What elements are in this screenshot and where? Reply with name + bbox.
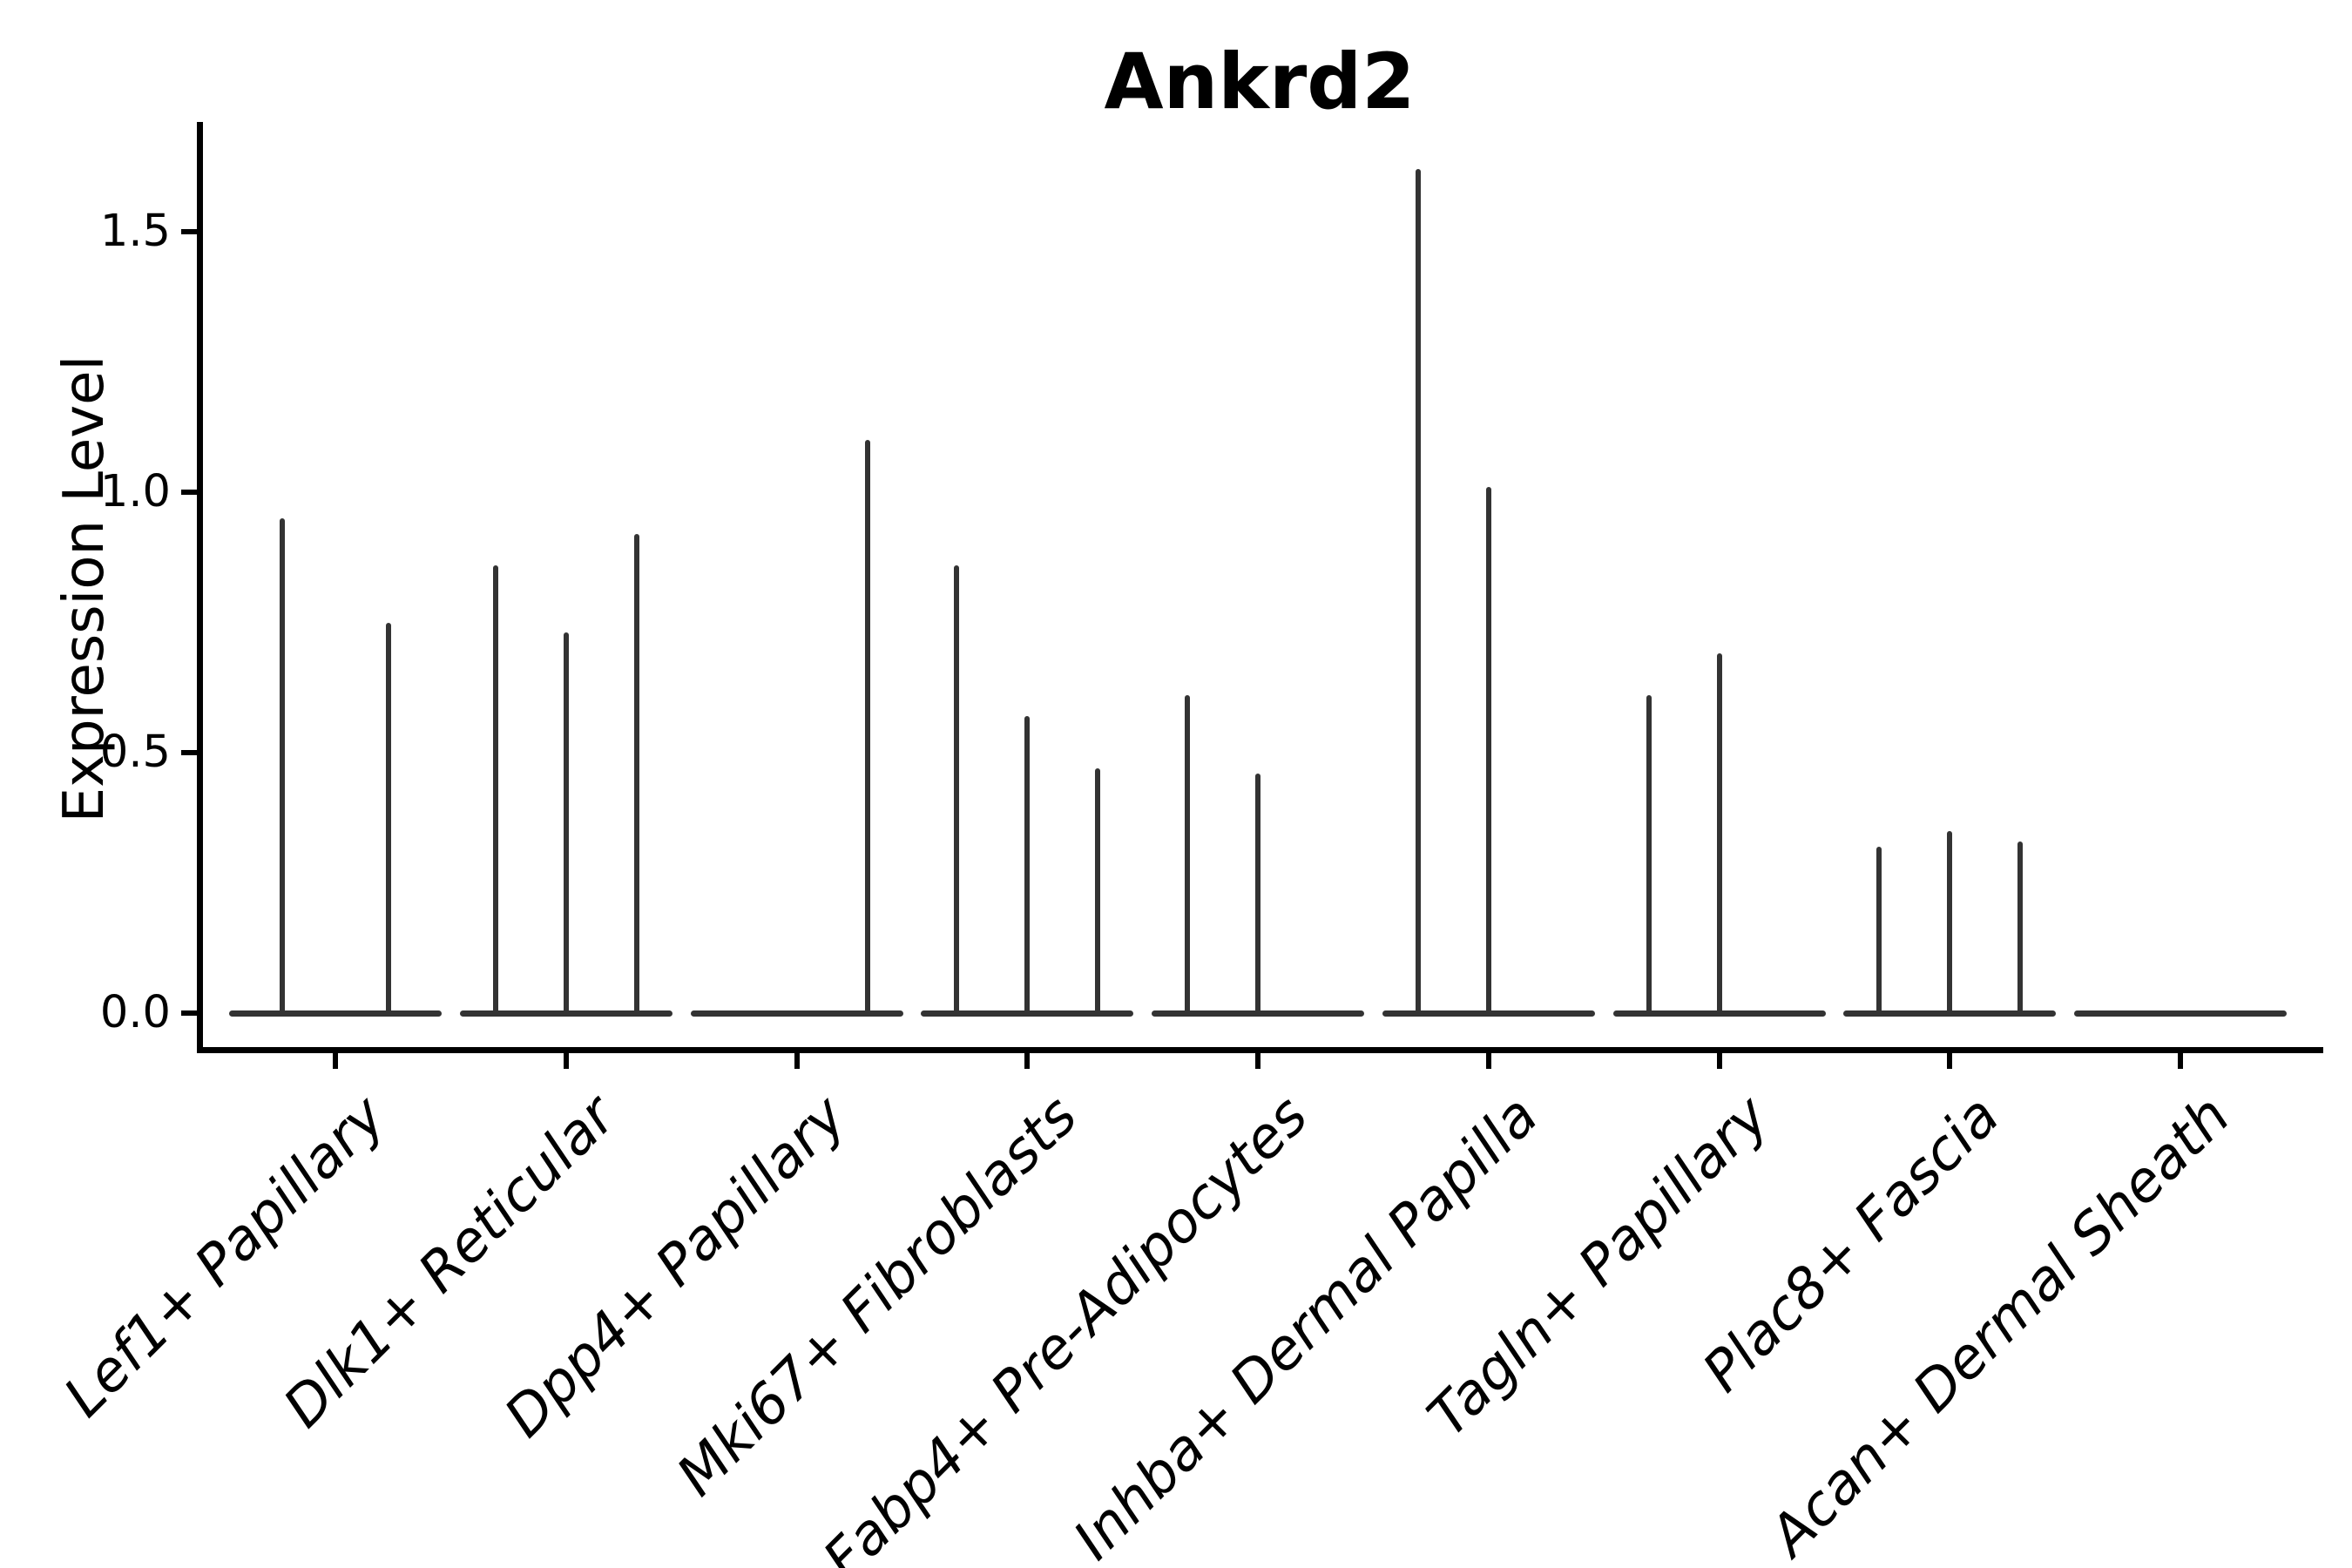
x-tick	[333, 1053, 338, 1069]
violin-spike	[1485, 487, 1491, 1016]
x-tick	[2178, 1053, 2183, 1069]
violin-spike	[563, 632, 569, 1016]
violin-spike	[633, 533, 639, 1016]
violin-spike	[492, 564, 498, 1016]
violin-baseline	[2074, 1010, 2287, 1017]
violin-spike	[1646, 695, 1652, 1016]
violin-spike	[1095, 767, 1101, 1016]
x-tick	[1255, 1053, 1260, 1069]
violin-spike	[864, 440, 870, 1016]
x-tick	[1485, 1053, 1491, 1069]
chart-title: Ankrd2	[1104, 37, 1416, 126]
violin-spike	[954, 564, 960, 1016]
y-tick	[181, 229, 197, 234]
violin-spike	[280, 517, 285, 1016]
violin-spike	[1415, 169, 1421, 1016]
x-tick	[1947, 1053, 1953, 1069]
violin-baseline	[690, 1010, 903, 1017]
violin-spike	[1255, 773, 1260, 1016]
violin-baseline	[229, 1010, 442, 1017]
x-tick	[1024, 1053, 1031, 1069]
violin-spike	[1947, 830, 1953, 1016]
y-tick-label: 0.5	[99, 727, 171, 778]
y-tick-label: 1.5	[99, 206, 171, 257]
x-axis-spine	[197, 1047, 2323, 1053]
violin-spike	[386, 622, 391, 1016]
violin-spike	[1716, 653, 1722, 1016]
x-tick	[1716, 1053, 1722, 1069]
y-tick-label: 1.0	[99, 466, 171, 517]
y-tick-label: 0.0	[99, 987, 171, 1038]
violin-spike	[1876, 846, 1882, 1016]
x-tick-label: Mki67+ Fibroblasts	[665, 1084, 1090, 1509]
violin-spike	[2017, 841, 2024, 1016]
violin-spike	[1024, 716, 1031, 1016]
y-axis-spine	[197, 122, 203, 1053]
y-tick	[181, 750, 197, 755]
x-tick-label: Acan+ Dermal Sheath	[1758, 1084, 2243, 1568]
y-tick	[181, 1010, 197, 1016]
violin-spike	[1185, 695, 1190, 1016]
x-tick-label: Inhba+ Dermal Papilla	[1062, 1084, 1551, 1568]
x-tick	[794, 1053, 800, 1069]
x-tick	[563, 1053, 569, 1069]
y-tick	[181, 490, 197, 495]
